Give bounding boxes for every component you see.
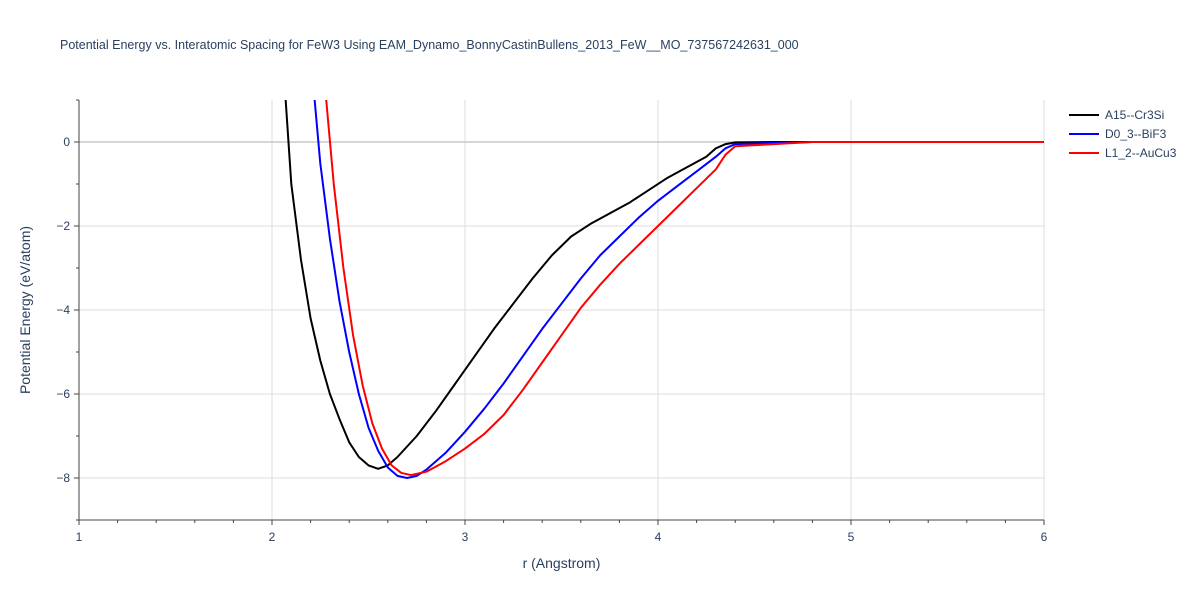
legend[interactable]: A15--Cr3Si D0_3--BiF3 L1_2--AuCu3 <box>1069 108 1177 160</box>
y-tick-label: −6 <box>56 387 70 401</box>
x-axis-label: r (Angstrom) <box>523 555 601 571</box>
series-line-2 <box>313 100 1044 479</box>
y-tick-label: 0 <box>63 135 70 149</box>
series-line-1 <box>284 100 1044 470</box>
x-tick-label: 6 <box>1041 530 1048 544</box>
x-tick-label: 4 <box>655 530 662 544</box>
legend-item[interactable]: A15--Cr3Si <box>1069 108 1164 122</box>
x-tick-label: 2 <box>269 530 276 544</box>
series-line-3 <box>325 100 1044 477</box>
y-axis-label: Potential Energy (eV/atom) <box>17 226 33 394</box>
series-layer <box>284 100 1044 479</box>
y-tick-label: −2 <box>56 219 70 233</box>
x-tick-label: 5 <box>848 530 855 544</box>
legend-label: D0_3--BiF3 <box>1105 127 1167 141</box>
legend-label: L1_2--AuCu3 <box>1105 146 1177 160</box>
grid-layer <box>79 100 1045 520</box>
legend-item[interactable]: L1_2--AuCu3 <box>1069 146 1177 160</box>
y-tick-label: −4 <box>56 303 70 317</box>
axes-layer: 1 2 3 4 5 6 0 −2 −4 −6 −8 <box>56 99 1048 544</box>
chart-title: Potential Energy vs. Interatomic Spacing… <box>60 38 799 52</box>
y-tick-label: −8 <box>56 471 70 485</box>
x-tick-label: 3 <box>462 530 469 544</box>
legend-item[interactable]: D0_3--BiF3 <box>1069 127 1167 141</box>
x-tick-label: 1 <box>76 530 83 544</box>
legend-label: A15--Cr3Si <box>1105 108 1164 122</box>
